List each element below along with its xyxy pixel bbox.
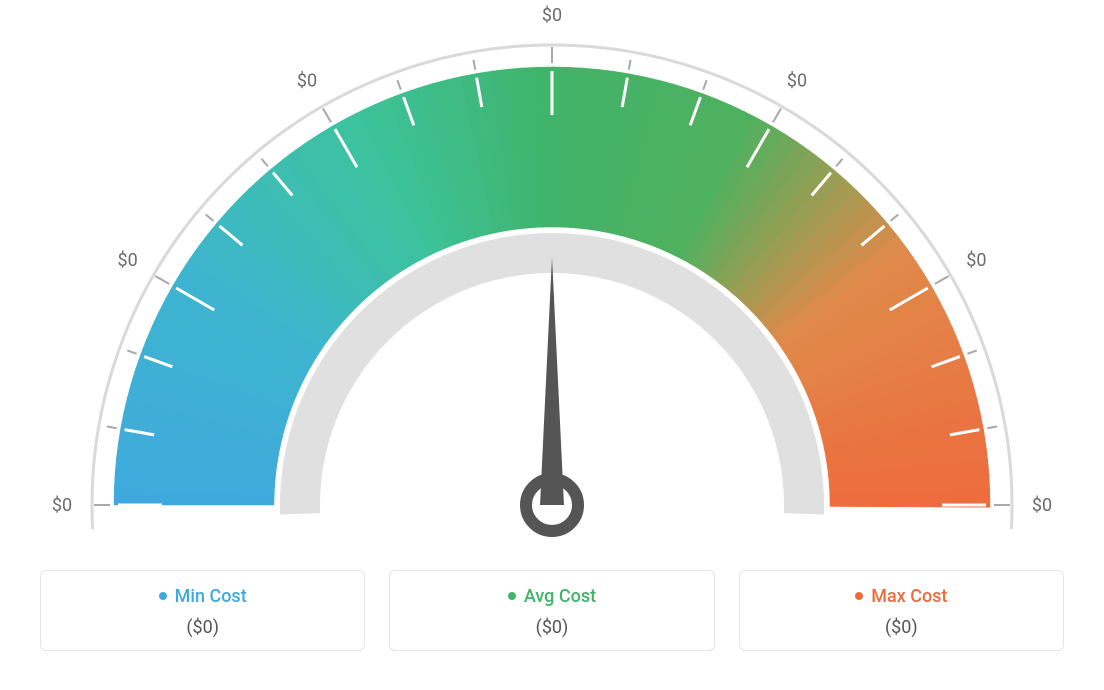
legend-value-avg: ($0): [400, 617, 703, 638]
legend-title-avg: Avg Cost: [508, 586, 596, 607]
legend-dot-min: [159, 592, 167, 600]
legend-label-avg: Avg Cost: [524, 586, 596, 607]
gauge-svg: $0 $0 $0 $0 $0 $0 $0: [0, 0, 1104, 560]
gauge-tick-label: $0: [52, 495, 72, 516]
gauge-tick-label: $0: [1032, 495, 1052, 516]
gauge-chart: $0 $0 $0 $0 $0 $0 $0: [0, 0, 1104, 560]
gauge-needle: [540, 257, 564, 505]
legend-dot-avg: [508, 592, 516, 600]
legend-card-min: Min Cost ($0): [40, 570, 365, 651]
legend-label-max: Max Cost: [871, 586, 947, 607]
legend-label-min: Min Cost: [175, 586, 247, 607]
legend-dot-max: [855, 592, 863, 600]
gauge-tick-label: $0: [787, 71, 807, 92]
legend-card-avg: Avg Cost ($0): [389, 570, 714, 651]
legend-value-max: ($0): [750, 617, 1053, 638]
legend-title-max: Max Cost: [855, 586, 947, 607]
legend-card-max: Max Cost ($0): [739, 570, 1064, 651]
gauge-tick-label: $0: [542, 5, 562, 26]
legend-title-min: Min Cost: [159, 586, 247, 607]
gauge-tick-label: $0: [966, 250, 986, 271]
gauge-tick-label: $0: [118, 250, 138, 271]
legend-row: Min Cost ($0) Avg Cost ($0) Max Cost ($0…: [0, 570, 1104, 651]
gauge-tick-label: $0: [297, 71, 317, 92]
legend-value-min: ($0): [51, 617, 354, 638]
